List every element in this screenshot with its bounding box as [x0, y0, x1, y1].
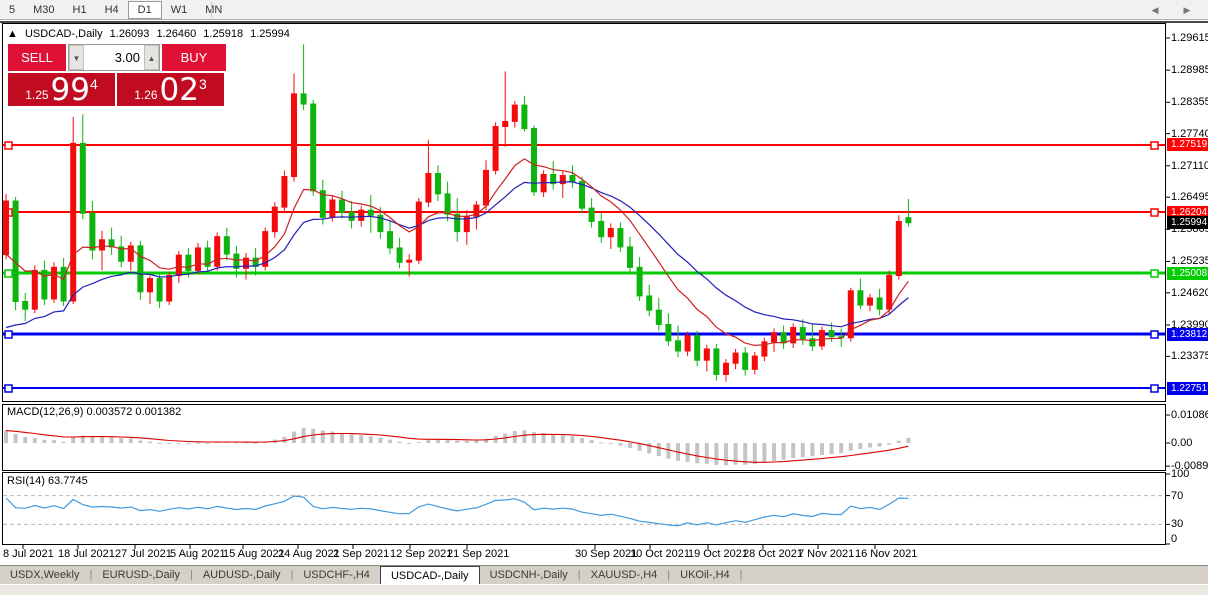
- chart-tab-usdcad-[interactable]: USDCAD-,Daily: [379, 566, 480, 584]
- chart-tab-usdchf-[interactable]: USDCHF-,H4: [303, 569, 370, 581]
- date-label: 30 Sep 2021: [575, 548, 638, 560]
- date-label: 15 Aug 2021: [223, 548, 285, 560]
- timeframe-button-5[interactable]: 5: [9, 4, 16, 16]
- timeframe-button-d1[interactable]: D1: [127, 1, 162, 19]
- tab-separator: |: [739, 569, 743, 581]
- buy-price-prefix: 1.26: [134, 88, 158, 102]
- rsi-tick-label: 100: [1171, 468, 1190, 480]
- chart-tab-xauusd-[interactable]: XAUUSD-,H4: [590, 569, 658, 581]
- price-tick-label: 1.24620: [1171, 286, 1208, 299]
- current-price-tag: 1.25994: [1167, 216, 1208, 230]
- tab-scroll-left-icon[interactable]: ◀: [1151, 5, 1159, 15]
- chart-header: ▲ USDCAD-,Daily 1.26093 1.26460 1.25918 …: [7, 28, 294, 40]
- level-price-tag: 1.26204: [1167, 205, 1208, 219]
- date-label: 27 Jul 2021: [115, 548, 172, 560]
- sell-button[interactable]: SELL: [8, 44, 66, 71]
- buy-price-sup: 3: [199, 76, 207, 92]
- date-label: 28 Oct 2021: [743, 548, 803, 560]
- price-tick-label: 1.29615: [1171, 32, 1208, 44]
- level-price-tag: 1.25008: [1167, 266, 1208, 280]
- tab-separator: |: [89, 569, 93, 581]
- status-bar: [0, 584, 1208, 595]
- date-label: 16 Nov 2021: [855, 548, 918, 560]
- rsi-tick-label: 0: [1171, 533, 1178, 545]
- chart-tab-usdx[interactable]: USDX,Weekly: [10, 569, 80, 581]
- date-label: 18 Jul 2021: [58, 548, 115, 560]
- ohlc-low: 1.25918: [203, 28, 244, 40]
- date-label: 5 Aug 2021: [170, 548, 226, 560]
- timeframe-button-m30[interactable]: M30: [33, 4, 55, 16]
- timeframe-button-mn[interactable]: MN: [205, 4, 223, 16]
- tab-separator: |: [667, 569, 671, 581]
- price-tick-label: 1.23375: [1171, 350, 1208, 363]
- date-label: 19 Oct 2021: [688, 548, 748, 560]
- tab-separator: |: [577, 569, 581, 581]
- rsi-indicator-label: RSI(14) 63.7745: [7, 475, 88, 487]
- volume-input[interactable]: [84, 45, 144, 70]
- chart-tab-usdcnh-[interactable]: USDCNH-,Daily: [489, 569, 568, 581]
- price-tick-label: 1.26495: [1171, 191, 1208, 204]
- buy-price-big: 02: [159, 72, 199, 108]
- sell-price-display[interactable]: 1.25 99 4: [8, 73, 115, 106]
- buy-price-display[interactable]: 1.26 02 3: [117, 73, 224, 106]
- date-label: 8 Jul 2021: [3, 548, 54, 560]
- one-click-trade-panel: SELL ▼ ▲ BUY 1.25 99 4 1.26 02 3: [8, 44, 226, 106]
- volume-up-icon[interactable]: ▲: [144, 45, 159, 70]
- rsi-tick-label: 70: [1171, 489, 1184, 502]
- date-label: 2 Sep 2021: [333, 548, 390, 560]
- date-label: 10 Oct 2021: [630, 548, 690, 560]
- chart-tab-audusd-[interactable]: AUDUSD-,Daily: [202, 569, 281, 581]
- date-label: 21 Sep 2021: [447, 548, 510, 560]
- sell-price-prefix: 1.25: [25, 88, 49, 102]
- macd-tick-label: 0.00: [1171, 437, 1193, 449]
- collapse-icon[interactable]: ▲: [7, 28, 18, 40]
- tab-separator: |: [189, 569, 193, 581]
- date-label: 7 Nov 2021: [798, 548, 855, 560]
- volume-stepper: ▼ ▲: [68, 44, 160, 71]
- buy-button[interactable]: BUY: [162, 44, 226, 71]
- price-tick-label: 1.27110: [1171, 159, 1208, 172]
- chart-tab-eurusd-[interactable]: EURUSD-,Daily: [102, 569, 180, 581]
- ohlc-high: 1.26460: [156, 28, 197, 40]
- chart-tab-bar: USDX,Weekly | EURUSD-,Daily | AUDUSD-,Daily |…: [0, 565, 1208, 584]
- ohlc-close: 1.25994: [250, 28, 290, 40]
- price-tick-label: 1.28985: [1171, 64, 1208, 77]
- rsi-tick-label: 30: [1171, 518, 1184, 531]
- macd-indicator-label: MACD(12,26,9) 0.003572 0.001382: [7, 406, 182, 418]
- sell-price-sup: 4: [90, 76, 98, 92]
- timeframe-button-w1[interactable]: W1: [170, 4, 188, 16]
- price-tick-label: 1.25235: [1171, 255, 1208, 268]
- toolbar-separator: [211, 2, 212, 18]
- date-label: 24 Aug 2021: [278, 548, 340, 560]
- level-price-tag: 1.27519: [1167, 138, 1208, 152]
- timeframe-button-h4[interactable]: H4: [104, 4, 119, 16]
- level-price-tag: 1.23812: [1167, 327, 1208, 341]
- sell-price-big: 99: [50, 72, 90, 108]
- tab-scroll-right-icon[interactable]: ▶: [1183, 5, 1191, 15]
- symbol-title: USDCAD-,Daily: [24, 28, 103, 40]
- macd-tick-label: -0.008974: [1171, 460, 1208, 473]
- macd-tick-label: 0.010869: [1171, 409, 1208, 421]
- ohlc-open: 1.26093: [109, 28, 150, 40]
- window-divider: [0, 21, 1208, 24]
- timeframe-toolbar: 5 M30 H1 H4 D1 W1 MN: [0, 0, 1208, 20]
- price-tick-label: 1.28355: [1171, 96, 1208, 109]
- timeframe-button-h1[interactable]: H1: [72, 4, 87, 16]
- date-label: 12 Sep 2021: [390, 548, 453, 560]
- price-tick-label: 1.27740: [1171, 127, 1208, 140]
- chart-tab-ukoil-[interactable]: UKOil-,H4: [680, 569, 730, 581]
- volume-down-icon[interactable]: ▼: [69, 45, 84, 70]
- level-price-tag: 1.22751: [1167, 381, 1208, 395]
- tab-separator: |: [290, 569, 294, 581]
